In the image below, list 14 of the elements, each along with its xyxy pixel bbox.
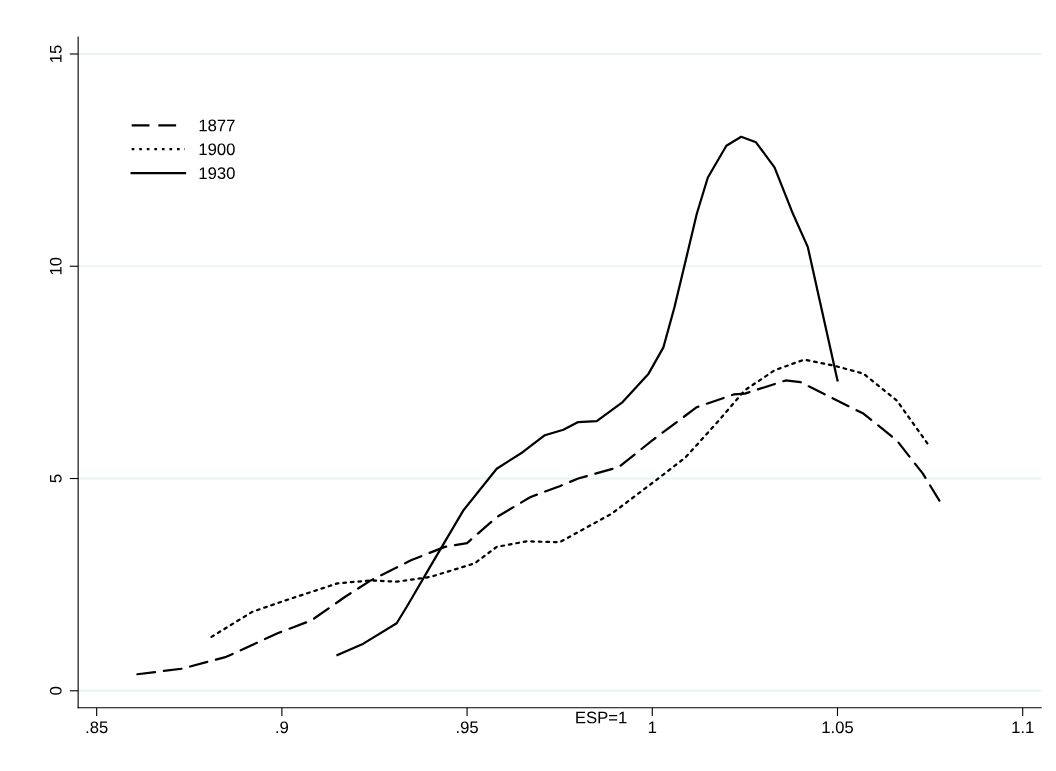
x-tick-label: .95 xyxy=(457,721,478,734)
y-tick-label: 0 xyxy=(49,686,62,695)
x-tick-label: .9 xyxy=(276,721,289,734)
text: ESP=1 xyxy=(576,711,627,724)
y-tick-label: 15 xyxy=(50,45,62,62)
legend-label: 1930 xyxy=(199,167,235,180)
x-tick-label: 1.1 xyxy=(1012,721,1034,734)
y-tick-label: 10 xyxy=(49,257,62,275)
x-tick-label: .85 xyxy=(86,721,108,734)
x-tick-label: 1.05 xyxy=(822,721,854,734)
y-tick-label: 5 xyxy=(50,474,62,483)
legend-label: 1900 xyxy=(199,143,235,156)
x-tick-label: 1 xyxy=(648,721,657,734)
legend-label: 1877 xyxy=(199,119,235,132)
